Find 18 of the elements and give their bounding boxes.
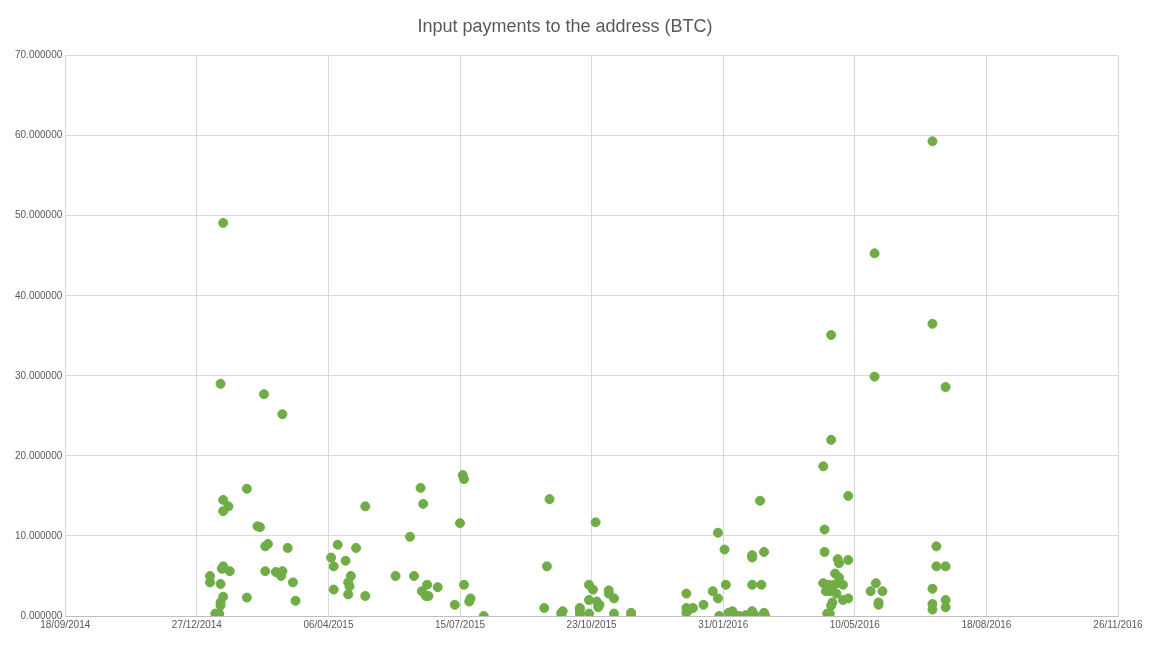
x-tick-label: 23/10/2015 <box>566 618 618 630</box>
x-tick-label: 26/11/2016 <box>1093 618 1144 630</box>
y-tick-label: 20.000000 <box>14 449 63 461</box>
y-tick-label: 50.000000 <box>14 209 63 221</box>
y-tick-label: 30.000000 <box>14 369 63 381</box>
x-tick-label: 06/04/2015 <box>303 618 354 630</box>
chart-title: Input payments to the address (BTC) <box>417 15 713 36</box>
y-tick-label: 40.000000 <box>14 289 63 301</box>
x-tick-label: 27/12/2014 <box>171 618 223 630</box>
y-tick-label: 70.000000 <box>14 49 63 61</box>
y-tick-label: 10.000000 <box>14 529 63 541</box>
x-tick-label: 18/08/2016 <box>961 618 1012 630</box>
x-tick-label: 10/05/2016 <box>829 618 881 630</box>
y-tick-label: 60.000000 <box>14 129 63 141</box>
y-tick-label: 0.000000 <box>20 609 63 621</box>
x-tick-label: 15/07/2015 <box>435 618 486 630</box>
x-tick-label: 18/09/2014 <box>40 618 91 630</box>
x-tick-label: 31/01/2016 <box>698 618 749 630</box>
